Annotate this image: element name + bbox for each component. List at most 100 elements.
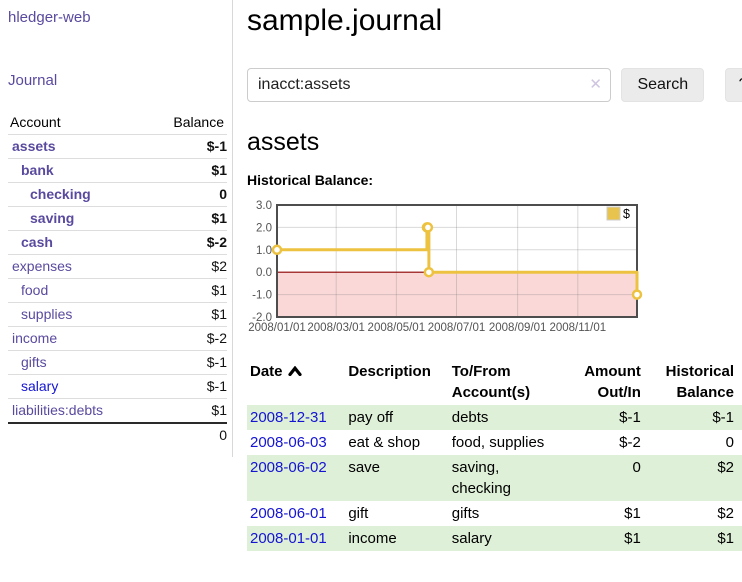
register-row: 2008-06-02 save saving, checking 0 $2 (247, 455, 742, 501)
account-row: saving $1 (8, 206, 227, 231)
register-accounts-cell: debts (451, 409, 489, 426)
accounts-header-row: Account Balance (8, 111, 227, 135)
register-description-cell: save (348, 459, 381, 476)
register-date-link[interactable]: 2008-06-03 (250, 434, 327, 451)
account-name-cell: food (8, 279, 148, 303)
register-accounts-cell: saving, checking (451, 459, 511, 497)
register-header-date-label: Date (250, 363, 283, 380)
register-amount-cell: 0 (632, 459, 641, 476)
brand-link[interactable]: hledger-web (8, 9, 91, 26)
account-name-cell: assets (8, 135, 148, 159)
account-name-cell: salary (8, 375, 148, 399)
register-accounts-cell: food, supplies (451, 434, 545, 451)
chart-xtick-label: 2008/01/01 (248, 322, 306, 334)
account-row: income $-2 (8, 326, 227, 351)
account-row: gifts $-1 (8, 350, 227, 375)
register-header-date: Date (247, 359, 342, 405)
register-amount-cell: $1 (624, 505, 641, 522)
historical-balance-chart: $3.0 2.0 1.0 0.0 -1.0 -2.0 2008/01/01 2008/03/0… (247, 200, 742, 340)
chart-point (631, 289, 643, 300)
register-description-cell: eat & shop (348, 434, 421, 451)
register-date-link[interactable]: 2008-06-01 (250, 505, 327, 522)
account-name-cell: supplies (8, 303, 148, 327)
account-name-cell: saving (8, 207, 148, 231)
account-row: salary $-1 (8, 374, 227, 399)
account-row: cash $-2 (8, 230, 227, 255)
register-row: 2008-06-03 eat & shop food, supplies $-2 0 (247, 430, 742, 455)
register-header-amount: Amount Out/In (584, 363, 641, 401)
search-button[interactable]: Search (621, 68, 705, 102)
chart-ytick-label: -2.0 (252, 312, 272, 324)
chart-ytick-label: 2.0 (256, 222, 272, 234)
account-link[interactable]: salary (21, 378, 59, 394)
chart-ytick-label: 1.0 (256, 245, 272, 257)
account-balance: $1 (211, 306, 227, 322)
register-accounts-cell: salary (451, 530, 492, 547)
chart-xtick-label: 2008/03/01 (307, 322, 365, 334)
chart-xtick-label: 2008/11/01 (549, 322, 606, 334)
account-balance: $-1 (206, 138, 227, 154)
nav-journal-link[interactable]: Journal (8, 72, 58, 89)
accounts-total-balance: 0 (219, 427, 227, 443)
register-date-link[interactable]: 2008-06-02 (250, 459, 327, 476)
chart-xtick-label: 2008/09/01 (489, 322, 547, 334)
register-date-cell: 2008-01-01 (247, 526, 342, 551)
accounts-table: Account Balance assets $-1 bank $1 checking 0… (8, 111, 227, 447)
account-link[interactable]: bank (21, 162, 54, 178)
account-name-cell: expenses (8, 255, 148, 279)
account-link[interactable]: cash (21, 234, 53, 250)
account-row: assets $-1 (8, 134, 227, 159)
account-name-cell: checking (8, 183, 148, 207)
register-amount-cell: $-2 (619, 434, 641, 451)
register-row: 2008-01-01 income salary $1 $1 (247, 526, 742, 551)
chart-negative-region (277, 272, 637, 317)
account-name-cell: income (8, 327, 148, 351)
register-balance-cell: $2 (717, 505, 734, 522)
register-header-balance: Historical Balance (665, 363, 734, 401)
register-row: 2008-06-01 gift gifts $1 $2 (247, 501, 742, 526)
register-row: 2008-12-31 pay off debts $-1 $-1 (247, 405, 742, 430)
register-balance-cell: 0 (725, 434, 734, 451)
register-date-cell: 2008-06-01 (247, 501, 342, 526)
register-header-row: Date Description To/From Account(s) Amou… (247, 359, 742, 405)
account-link[interactable]: food (21, 282, 49, 298)
account-link[interactable]: gifts (21, 354, 47, 370)
register-header-description: Description (348, 363, 431, 380)
account-row: bank $1 (8, 158, 227, 183)
register-date-cell: 2008-12-31 (247, 405, 342, 430)
account-link[interactable]: expenses (12, 258, 72, 274)
account-balance: $2 (211, 258, 227, 274)
account-balance: $1 (211, 282, 227, 298)
accounts-header-account: Account (10, 114, 61, 130)
register-balance-cell: $-1 (712, 409, 734, 426)
sort-ascending-icon (287, 365, 302, 377)
help-button[interactable]: ? (724, 68, 742, 102)
account-balance: $-1 (206, 354, 227, 370)
account-link[interactable]: saving (30, 210, 75, 226)
register-date-link[interactable]: 2008-12-31 (250, 409, 327, 426)
account-link[interactable]: liabilities:debts (12, 402, 104, 418)
account-row: expenses $2 (8, 254, 227, 279)
account-link[interactable]: assets (12, 138, 56, 154)
account-link[interactable]: income (12, 330, 58, 346)
register-date-cell: 2008-06-02 (247, 455, 342, 501)
chart-ytick-label: 0.0 (256, 267, 272, 279)
clear-search-icon[interactable]: ✕ (589, 76, 602, 93)
account-link[interactable]: checking (30, 186, 91, 202)
account-balance: $1 (211, 210, 227, 226)
accounts-total-spacer (8, 423, 148, 447)
chart-point (423, 266, 435, 278)
account-row: food $1 (8, 278, 227, 303)
register-amount-cell: $1 (624, 530, 641, 547)
register-date-cell: 2008-06-03 (247, 430, 342, 455)
hledger-web-app: hledger-web Journal Account Balance asse… (0, 0, 742, 551)
search-input[interactable] (247, 68, 611, 102)
register-description-cell: pay off (348, 409, 394, 426)
register-date-link[interactable]: 2008-01-01 (250, 530, 327, 547)
account-link[interactable]: supplies (21, 306, 73, 322)
sidebar: hledger-web Journal Account Balance asse… (0, 0, 233, 457)
register-description-cell: income (348, 530, 397, 547)
account-row: liabilities:debts $1 (8, 398, 227, 424)
main-content: sample.journal ✕ Search ? assets Histori… (233, 0, 742, 551)
